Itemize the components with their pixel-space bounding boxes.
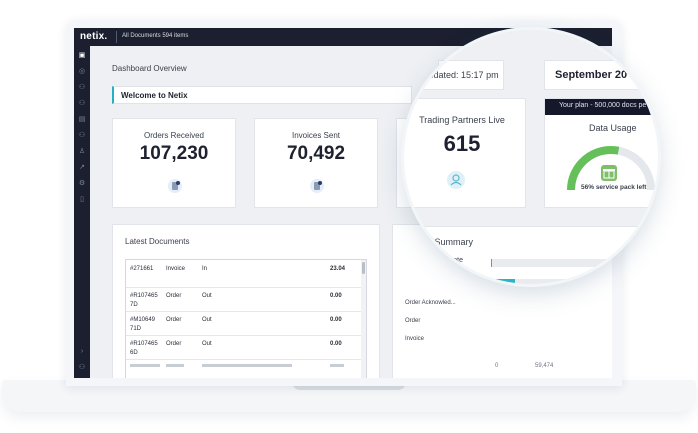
latest-documents-card: Latest Documents #271661 Invoice In 23.0… <box>112 224 380 378</box>
batch-label: Invoice <box>405 336 425 342</box>
doc-id: #M10649 71D <box>130 317 156 332</box>
settings-icon[interactable]: ⚙ <box>78 180 86 187</box>
batch-label: Order Acknowled... <box>405 300 456 306</box>
doc-amount: 0.00 <box>330 317 342 323</box>
bar-1[interactable] <box>491 279 515 284</box>
latest-documents-table: #271661 Invoice In 23.04 #R107465 7D Ord… <box>125 259 367 378</box>
doc-id: #R107465 6D <box>130 341 158 356</box>
analytics-icon[interactable]: ↗ <box>79 164 85 171</box>
plan-banner: Your plan - 500,000 docs pe <box>545 99 658 115</box>
welcome-text: Welcome to Netix <box>121 91 188 100</box>
batch-summary-card-zoomed: Batch Summary Shipping Note Order Respo <box>404 226 658 284</box>
invoices-sent-label: Invoices Sent <box>291 131 341 140</box>
table-row[interactable]: #271661 Invoice In 23.04 <box>126 260 362 288</box>
axis-tick: 59,474 <box>535 363 554 369</box>
page-title: Dashboard Overview <box>112 64 187 73</box>
partners-icon[interactable]: ⚇ <box>78 132 86 139</box>
truncated-text <box>330 364 344 367</box>
welcome-banner: Welcome to Netix <box>112 86 412 104</box>
invoices-sent-card[interactable]: Invoices Sent 70,492 <box>254 118 378 208</box>
doc-direction: In <box>202 266 208 272</box>
last-updated-card: ast updated: 15:17 pm <box>404 60 504 90</box>
plan-banner-text: Your plan - 500,000 docs pe <box>559 102 647 109</box>
target-icon[interactable]: ◎ <box>78 68 86 75</box>
last-updated-text: ast updated: 15:17 pm <box>409 70 499 80</box>
topbar-divider <box>116 31 117 43</box>
bar-0[interactable] <box>491 259 492 267</box>
batch-label: Order Respo <box>419 277 460 284</box>
orders-received-value: 107,230 <box>139 143 209 164</box>
doc-type: Order <box>166 341 182 347</box>
expand-icon[interactable]: › <box>80 348 84 355</box>
plan-card-zoomed: Your plan - 500,000 docs pe Data Usage 5… <box>544 98 658 208</box>
user-icon <box>447 171 465 189</box>
table-row-partial[interactable] <box>126 360 362 378</box>
doc-id: #271661 <box>130 266 154 272</box>
doc-direction: Out <box>202 293 212 299</box>
profile-icon[interactable]: ⚇ <box>78 364 86 371</box>
bar-track <box>491 259 641 267</box>
trading-partners-card[interactable]: Trading Partners Live 615 <box>404 98 526 208</box>
orders-document-icon <box>168 179 182 193</box>
contacts-icon[interactable]: ⚇ <box>78 100 86 107</box>
batch-summary-title: Batch Summary <box>409 237 474 247</box>
invoices-sent-value: 70,492 <box>286 143 346 164</box>
doc-type: Order <box>166 293 182 299</box>
latest-documents-title: Latest Documents <box>125 237 190 246</box>
batch-label: Shipping Note <box>419 257 463 264</box>
table-row[interactable]: #M10649 71D Order Out 0.00 <box>126 312 362 336</box>
doc-type: Order <box>166 317 182 323</box>
orders-received-label: Orders Received <box>143 131 205 140</box>
bar-track <box>491 279 641 284</box>
date-card-zoomed[interactable]: September 20 <box>544 60 658 90</box>
doc-type: Invoice <box>166 266 186 272</box>
breadcrumb[interactable]: All Documents 594 items <box>122 33 189 39</box>
doc-amount: 0.00 <box>330 341 342 347</box>
service-pack-text: 56% service pack left <box>581 184 647 191</box>
doc-id: #R107465 7D <box>130 293 158 308</box>
gauge-fill <box>567 146 620 191</box>
orders-received-card[interactable]: Orders Received 107,230 <box>112 118 236 208</box>
gift-icon <box>601 165 617 181</box>
table-scrollbar[interactable] <box>361 260 366 378</box>
document-icon[interactable]: ▤ <box>78 116 86 123</box>
batch-label: Order <box>405 318 421 324</box>
table-row[interactable]: #R107465 7D Order Out 0.00 <box>126 288 362 312</box>
date-label-zoomed: September 20 <box>555 69 628 81</box>
dashboard-icon[interactable]: ▣ <box>78 52 86 59</box>
book-icon[interactable]: ▯ <box>80 196 84 203</box>
scrollbar-thumb[interactable] <box>362 262 365 274</box>
magnifier-lens: ast updated: 15:17 pm September 20 Tradi… <box>404 30 658 284</box>
invoices-document-icon <box>310 179 324 193</box>
table-row[interactable]: #R107465 6D Order Out 0.00 <box>126 336 362 360</box>
doc-direction: Out <box>202 317 212 323</box>
truncated-text <box>166 364 184 367</box>
truncated-text <box>202 364 292 367</box>
admin-icon[interactable]: ♙ <box>78 148 86 155</box>
doc-direction: Out <box>202 341 212 347</box>
doc-amount: 0.00 <box>330 293 342 299</box>
user-icon[interactable]: ⚇ <box>78 84 86 91</box>
data-usage-gauge <box>567 146 655 191</box>
doc-amount: 23.04 <box>330 266 346 272</box>
netix-logo[interactable]: netix. <box>80 31 108 42</box>
trading-partners-label: Trading Partners Live <box>419 115 505 125</box>
trading-partners-value: 615 <box>443 131 481 156</box>
axis-tick: 0 <box>495 363 499 369</box>
sidebar: ▣ ◎ ⚇ ⚇ ▤ ⚇ ♙ ↗ ⚙ ▯ › ⚇ <box>74 46 90 378</box>
data-usage-title: Data Usage <box>589 123 637 133</box>
truncated-text <box>130 364 160 367</box>
